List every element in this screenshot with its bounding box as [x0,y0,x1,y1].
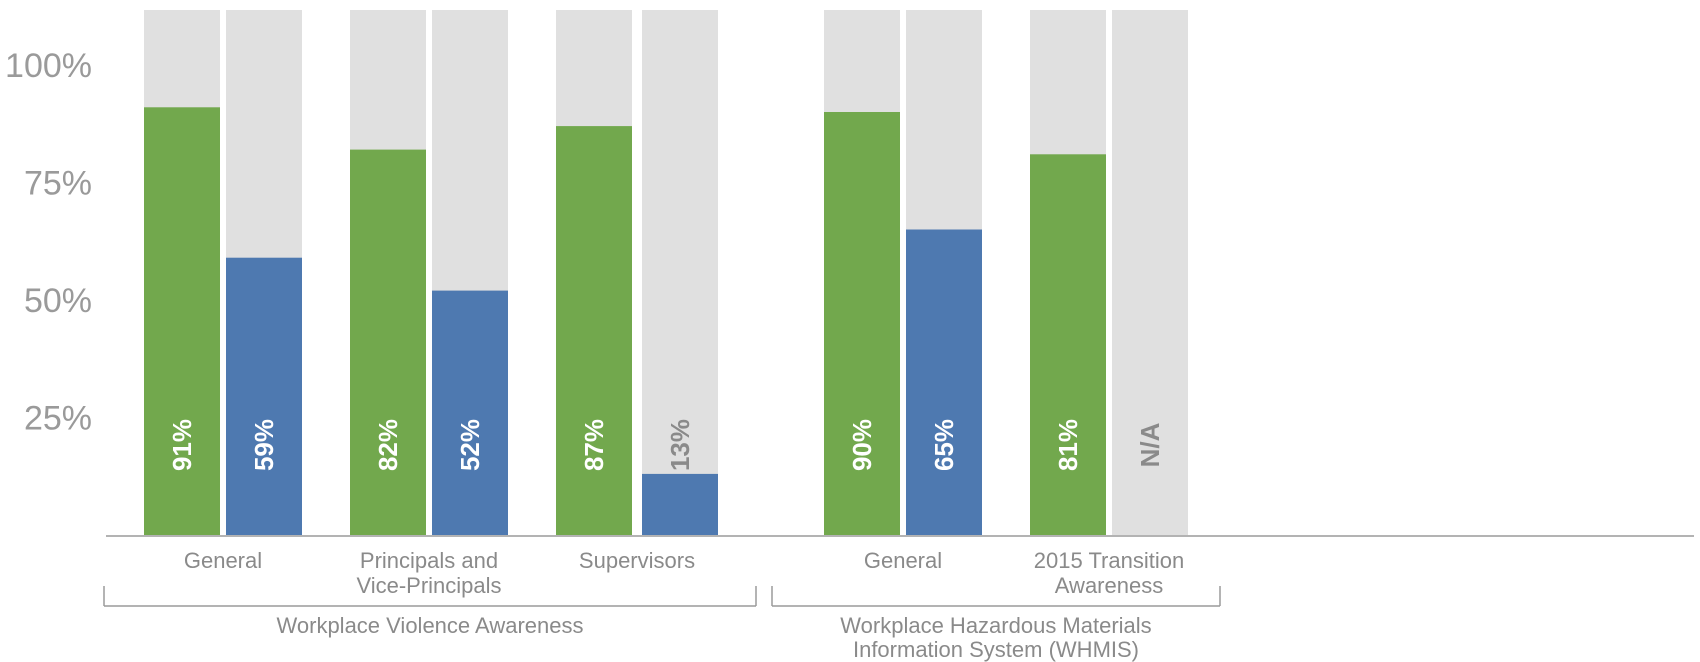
y-tick-label: 75% [24,165,92,203]
category-label: 2015 Transition [1034,548,1184,573]
bar [350,149,426,535]
category-label: Awareness [1055,573,1163,598]
bar [556,126,632,535]
bar-value-label: 87% [579,419,609,471]
bar-value-label: 65% [929,419,959,471]
category-label: General [864,548,942,573]
bar-value-label: 91% [167,419,197,471]
category-label: General [184,548,262,573]
group-label: Information System (WHMIS) [853,637,1139,662]
bar-track [1112,10,1188,535]
bar-value-label: 59% [249,419,279,471]
bar-value-label: N/A [1135,422,1165,467]
group-label: Workplace Violence Awareness [277,613,584,638]
bar-value-label: 90% [847,419,877,471]
bar [642,473,718,535]
bar [906,229,982,535]
bar [144,107,220,536]
bar-track [642,10,718,535]
bar [1030,154,1106,536]
category-label: Supervisors [579,548,695,573]
bar-value-label: 52% [455,419,485,471]
category-label: Vice-Principals [356,573,501,598]
y-tick-label: 50% [24,282,92,320]
bar-value-label: 82% [373,419,403,471]
bar [432,290,508,535]
y-tick-label: 25% [24,400,92,438]
group-label: Workplace Hazardous Materials [840,613,1151,638]
bar-value-label: 81% [1053,419,1083,471]
bar-value-label: 13% [665,419,695,471]
bar [226,257,302,535]
y-tick-label: 100% [5,47,92,85]
category-label: Principals and [360,548,498,573]
bar [824,112,900,535]
